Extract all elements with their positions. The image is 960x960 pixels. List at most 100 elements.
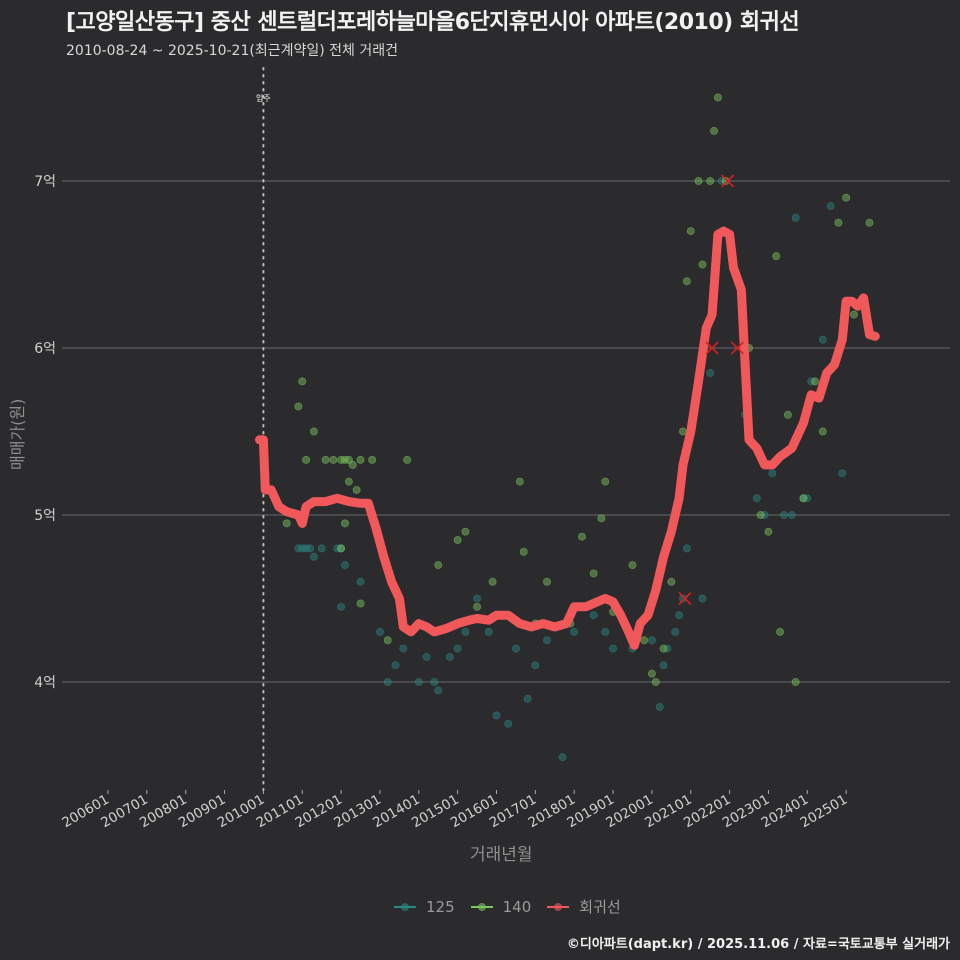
data-point	[647, 636, 656, 645]
move-in-line: 입주	[256, 67, 271, 791]
data-point	[504, 719, 513, 728]
data-point	[609, 644, 618, 653]
data-point	[682, 277, 691, 286]
data-point	[834, 218, 843, 227]
data-point	[811, 377, 820, 386]
data-point	[306, 544, 315, 553]
data-point	[356, 599, 365, 608]
data-point	[694, 176, 703, 185]
data-point	[678, 427, 687, 436]
data-point	[675, 611, 684, 620]
data-point	[752, 494, 761, 503]
data-point	[519, 547, 528, 556]
data-point	[678, 594, 687, 603]
legend-label: 125	[426, 897, 455, 916]
data-point	[461, 527, 470, 536]
legend-key-140-icon	[470, 901, 493, 913]
data-point	[651, 678, 660, 687]
data-point	[302, 455, 311, 464]
data-point	[779, 510, 788, 519]
data-point	[430, 678, 439, 687]
data-point	[453, 644, 462, 653]
data-point	[340, 561, 349, 570]
data-point	[776, 627, 785, 636]
cancel-markers	[678, 174, 744, 606]
data-point	[698, 594, 707, 603]
legend-item-regression[interactable]: 회귀선	[547, 896, 621, 917]
y-tick-label: 7억	[34, 174, 56, 190]
data-point	[597, 514, 606, 523]
data-point	[543, 577, 552, 586]
data-point	[488, 577, 497, 586]
data-point	[601, 627, 610, 636]
data-point	[309, 552, 318, 561]
data-point	[589, 611, 598, 620]
data-point	[383, 636, 392, 645]
data-point	[348, 460, 357, 469]
footer-credit: ©디아파트(dapt.kr) / 2025.11.06 / 자료=국토교통부 실…	[566, 937, 950, 952]
data-point	[589, 569, 598, 578]
data-point	[865, 218, 874, 227]
legend: 125 140 회귀선	[394, 896, 629, 917]
data-point	[706, 176, 715, 185]
data-point	[515, 477, 524, 486]
data-point	[414, 678, 423, 687]
data-point	[838, 469, 847, 478]
data-point	[682, 544, 691, 553]
data-point	[344, 477, 353, 486]
data-point	[671, 627, 680, 636]
data-point	[340, 519, 349, 528]
data-point	[453, 536, 462, 545]
chart-subtitle: 2010-08-24 ~ 2025-10-21(최근계약일) 전체 거래건	[66, 43, 398, 59]
data-point	[791, 678, 800, 687]
y-tick-label: 4억	[34, 675, 56, 691]
data-point	[329, 455, 338, 464]
data-point	[706, 369, 715, 378]
data-point	[543, 636, 552, 645]
data-point	[282, 519, 291, 528]
data-point	[842, 193, 851, 202]
data-point	[461, 627, 470, 636]
data-point	[710, 126, 719, 135]
data-point	[713, 93, 722, 102]
data-point	[558, 753, 567, 762]
data-point	[337, 544, 346, 553]
data-point	[356, 577, 365, 586]
data-point	[473, 594, 482, 603]
y-tick-label: 5억	[34, 508, 56, 524]
x-axis-label: 거래년월	[470, 845, 533, 865]
legend-item-140[interactable]: 140	[470, 897, 532, 916]
data-point	[321, 455, 330, 464]
data-point	[531, 661, 540, 670]
data-point	[787, 510, 796, 519]
data-point	[434, 561, 443, 570]
legend-label: 회귀선	[579, 898, 621, 916]
data-point	[294, 402, 303, 411]
data-point	[791, 213, 800, 222]
data-point	[523, 694, 532, 703]
data-point	[640, 636, 649, 645]
data-point	[391, 661, 400, 670]
data-point	[826, 202, 835, 211]
x-ticks: 2006012007012008012009012010012011012012…	[59, 790, 850, 831]
data-point	[659, 661, 668, 670]
data-point	[422, 652, 431, 661]
data-point	[403, 455, 412, 464]
data-point	[601, 477, 610, 486]
legend-key-125-icon	[394, 901, 416, 913]
y-tick-labels: 7억 6억 5억 4억	[34, 174, 56, 691]
data-point	[849, 310, 858, 319]
data-point	[317, 544, 326, 553]
series-140-points	[282, 93, 874, 687]
legend-item-125[interactable]: 125	[394, 898, 455, 916]
data-point	[772, 252, 781, 261]
data-point	[511, 644, 520, 653]
legend-label: 140	[502, 897, 532, 916]
chart-title: [고양일산동구] 중산 센트럴더포레하늘마을6단지휴먼시아 아파트(2010) …	[66, 10, 800, 35]
data-point	[818, 427, 827, 436]
data-point	[721, 176, 730, 185]
data-point	[783, 410, 792, 419]
data-point	[647, 669, 656, 678]
grid-lines	[62, 180, 950, 683]
